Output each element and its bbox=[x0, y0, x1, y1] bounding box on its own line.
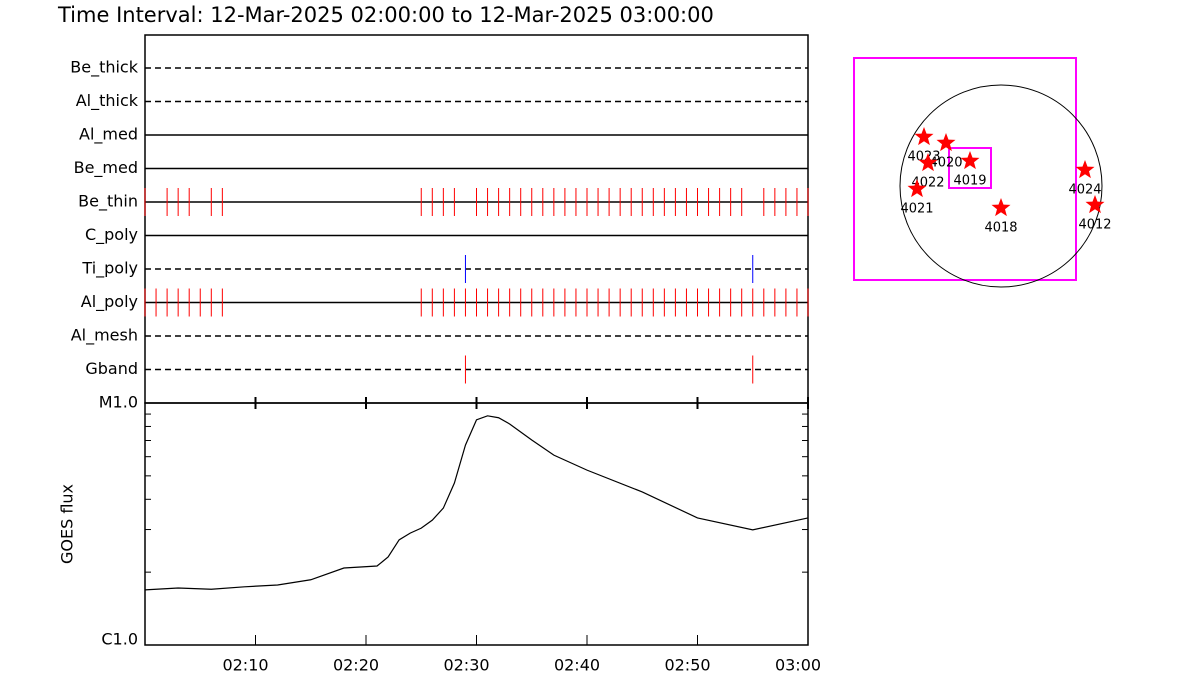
region-star bbox=[936, 133, 956, 152]
region-label: 4018 bbox=[984, 221, 1017, 236]
filter-label: Al_thick bbox=[76, 91, 139, 111]
y-tick-label: M1.0 bbox=[99, 393, 138, 412]
x-tick-label: 02:40 bbox=[554, 656, 600, 675]
filter-label: Al_med bbox=[79, 125, 138, 145]
region-star bbox=[918, 153, 938, 172]
region-star bbox=[1085, 195, 1105, 214]
region-label: 4012 bbox=[1078, 218, 1111, 233]
y-axis-label: GOES flux bbox=[58, 484, 77, 564]
filter-label: Gband bbox=[85, 359, 138, 378]
region-label: 4019 bbox=[953, 174, 986, 189]
goes-panel bbox=[144, 402, 809, 646]
filter-label: Al_mesh bbox=[71, 326, 138, 346]
region-label: 4021 bbox=[900, 202, 933, 217]
filter-label: Be_med bbox=[74, 158, 138, 178]
region-star bbox=[960, 151, 980, 170]
target-box bbox=[948, 147, 992, 189]
filter-label: Be_thin bbox=[78, 192, 138, 212]
x-tick-label: 03:00 bbox=[775, 656, 821, 675]
x-tick-label: 02:30 bbox=[443, 656, 489, 675]
region-label: 4024 bbox=[1068, 183, 1101, 198]
x-tick-label: 02:10 bbox=[222, 656, 268, 675]
filter-panel bbox=[144, 34, 809, 404]
solar-disk bbox=[899, 84, 1103, 288]
region-label: 4020 bbox=[929, 156, 962, 171]
region-star bbox=[914, 127, 934, 146]
x-tick-label: 02:50 bbox=[664, 656, 710, 675]
x-tick-label: 02:20 bbox=[333, 656, 379, 675]
filter-label: Al_poly bbox=[81, 292, 138, 312]
title: Time Interval: 12-Mar-2025 02:00:00 to 1… bbox=[57, 3, 714, 27]
filter-label: Be_thick bbox=[70, 58, 138, 78]
region-star bbox=[991, 198, 1011, 217]
region-star bbox=[1075, 160, 1095, 179]
region-star bbox=[907, 179, 927, 198]
y-tick-label: C1.0 bbox=[101, 630, 138, 649]
filter-label: C_poly bbox=[85, 225, 138, 245]
goes-curve bbox=[144, 415, 809, 591]
filter-label: Ti_poly bbox=[81, 259, 138, 279]
